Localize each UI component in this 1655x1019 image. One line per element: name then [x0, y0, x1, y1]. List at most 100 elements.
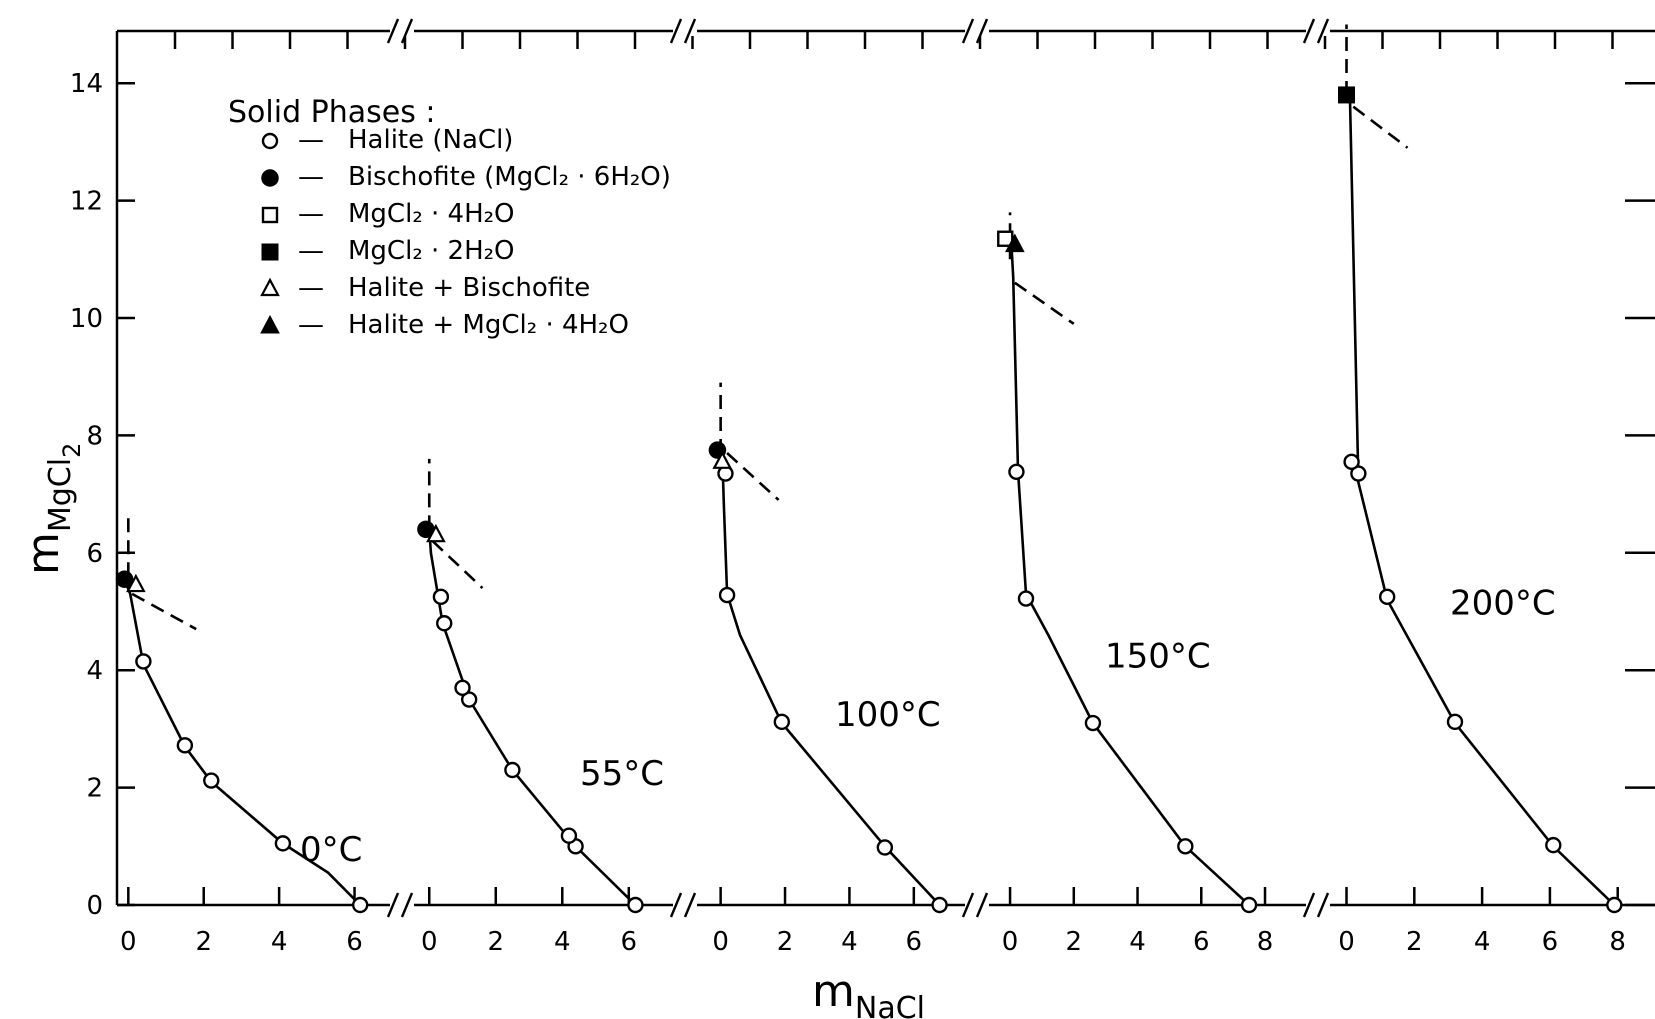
panel-2: 0 2 4 6 100°C — [708, 382, 948, 957]
y-tick-label: 10 — [70, 304, 103, 334]
data-point — [931, 896, 948, 914]
y-tick-label: 0 — [86, 891, 103, 921]
data-point — [504, 761, 521, 779]
legend-dash: — — [298, 273, 324, 303]
data-point — [1084, 714, 1102, 732]
data-point — [1446, 713, 1464, 731]
panel-1: 0 2 4 6 55°C — [417, 458, 664, 957]
legend-marker — [261, 206, 279, 224]
data-point — [1008, 463, 1025, 480]
x-axis-title-main: m — [812, 966, 855, 1017]
data-point — [1017, 590, 1035, 607]
data-point — [274, 835, 292, 852]
legend-marker — [261, 243, 279, 261]
break-mark — [1302, 18, 1316, 44]
break-mark — [1302, 892, 1316, 918]
x-tick-label: 4 — [1474, 927, 1491, 957]
y-axis-title-subsub: 2 — [58, 443, 86, 458]
break-mark — [683, 18, 697, 44]
panel-label: 100°C — [835, 695, 941, 735]
solubility-curve — [720, 452, 941, 906]
data-point — [712, 450, 733, 469]
dashed-extension — [431, 540, 484, 589]
data-point — [115, 570, 134, 588]
x-tick-label: 8 — [1257, 927, 1274, 957]
data-point — [432, 588, 450, 606]
data-point — [560, 827, 578, 844]
legend-dash: — — [298, 162, 324, 192]
x-tick-label: 4 — [841, 927, 858, 957]
x-tick-label: 2 — [777, 927, 794, 957]
legend-label: Halite (NaCl) — [348, 125, 513, 155]
data-point — [876, 839, 894, 856]
x-tick-label: 2 — [1066, 927, 1083, 957]
axis-breaks — [386, 18, 1330, 918]
data-point — [426, 523, 446, 543]
legend-dash: — — [298, 310, 324, 340]
x-tick-label: 0 — [1338, 927, 1355, 957]
x-tick-label: 8 — [1609, 927, 1626, 957]
legend-label: MgCl₂ · 4H₂O — [348, 199, 515, 229]
x-tick-label: 4 — [271, 927, 288, 957]
legend-dash: — — [298, 199, 324, 229]
x-axis-title: mNaCl — [812, 966, 925, 1019]
break-mark — [975, 892, 989, 918]
x-tick-label: 0 — [712, 927, 729, 957]
dashed-extension — [131, 592, 197, 631]
x-tick-label: 0 — [1002, 927, 1019, 957]
data-point — [1005, 233, 1025, 253]
x-tick-label: 6 — [1193, 927, 1210, 957]
y-tick-label: 2 — [86, 774, 103, 804]
y-tick-label: 8 — [86, 421, 103, 451]
plot-frame — [115, 29, 1655, 907]
data-point — [773, 713, 791, 731]
x-tick-label: 4 — [1129, 927, 1146, 957]
dashed-extension — [726, 452, 780, 501]
legend-label: Halite + Bischofite — [348, 273, 590, 303]
legend-dash: — — [298, 125, 324, 155]
x-tick-label: 2 — [1406, 927, 1423, 957]
break-mark — [669, 18, 683, 44]
x-tick-label: 6 — [621, 927, 638, 957]
break-mark — [669, 892, 683, 918]
data-point — [135, 653, 152, 670]
break-mark — [1316, 892, 1330, 918]
panel-3: 0 2 4 6 8 150°C — [997, 212, 1274, 957]
x-tick-label: 4 — [554, 927, 571, 957]
legend-dash: — — [298, 236, 324, 266]
legend: Solid Phases : — Halite (NaCl) — Bischofite… — [228, 95, 671, 340]
x-tick-label: 6 — [346, 927, 363, 957]
break-mark — [386, 18, 400, 44]
data-point — [126, 573, 146, 593]
data-point — [718, 586, 736, 604]
break-mark — [400, 892, 414, 918]
x-tick-label: 2 — [195, 927, 212, 957]
y-tick-label: 12 — [70, 187, 103, 217]
legend-entries: — Halite (NaCl) — Bischofite (MgCl₂ · 6H₂O)… — [260, 125, 671, 340]
solubility-curve — [123, 578, 362, 906]
x-tick-label: 2 — [487, 927, 504, 957]
break-mark — [683, 892, 697, 918]
legend-label: Bischofite (MgCl₂ · 6H₂O) — [348, 162, 671, 192]
panel-label: 0°C — [300, 830, 362, 870]
break-mark — [961, 18, 975, 44]
solubility-curve — [428, 529, 637, 906]
data-point — [1343, 453, 1360, 471]
panel-label: 150°C — [1105, 637, 1211, 677]
legend-title: Solid Phases : — [228, 95, 436, 130]
solubility-curve — [1348, 94, 1616, 906]
data-point — [454, 679, 471, 697]
data-point — [351, 896, 369, 914]
dashed-extension — [1352, 105, 1409, 149]
x-tick-label: 6 — [906, 927, 923, 957]
data-point — [1240, 896, 1258, 914]
legend-marker — [260, 277, 280, 297]
panel-4: 0 2 4 6 8 200°C — [1338, 24, 1626, 957]
legend-marker — [260, 314, 280, 334]
y-axis-title-main: m — [18, 532, 69, 575]
break-mark — [961, 892, 975, 918]
data-point — [203, 772, 220, 789]
y-axis-title-sub: MgCl — [43, 458, 78, 532]
legend-marker — [261, 169, 279, 187]
